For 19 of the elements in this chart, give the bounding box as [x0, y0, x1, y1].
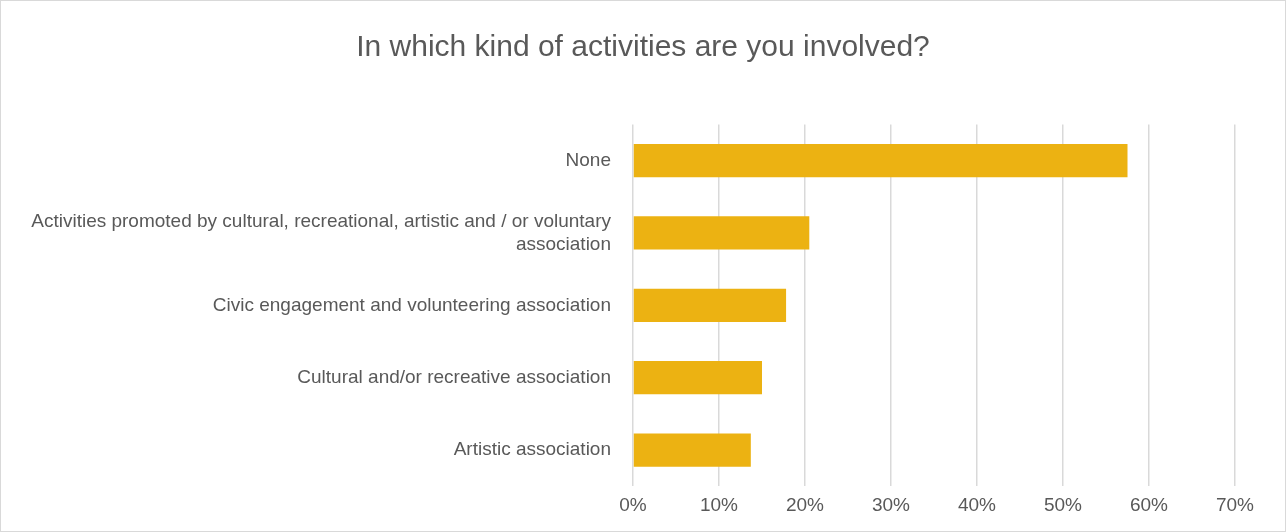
y-tick-label: Artistic association: [453, 438, 611, 460]
y-tick-label: None: [565, 148, 611, 170]
x-tick-label: 0%: [619, 493, 647, 515]
x-tick-label: 60%: [1129, 493, 1169, 515]
bar: [633, 361, 762, 395]
bar: [633, 216, 810, 250]
x-tick-label: 50%: [1043, 493, 1083, 515]
chart-title: In which kind of activities are you involved?: [355, 29, 931, 63]
bar: [633, 288, 787, 322]
x-tick-label: 10%: [699, 493, 739, 515]
x-tick-label: 20%: [785, 493, 825, 515]
x-tick-label: 70%: [1215, 493, 1255, 515]
x-tick-label: 30%: [871, 493, 911, 515]
y-tick-label: Cultural and/or recreative association: [297, 365, 611, 387]
bar: [633, 433, 751, 467]
y-tick-label: Activities promoted by cultural, recreational, artistic and / or voluntary association: [31, 209, 612, 254]
bar: [633, 143, 1128, 178]
y-tick-label: Civic engagement and volunteering association: [212, 293, 611, 315]
x-tick-label: 40%: [957, 493, 997, 515]
